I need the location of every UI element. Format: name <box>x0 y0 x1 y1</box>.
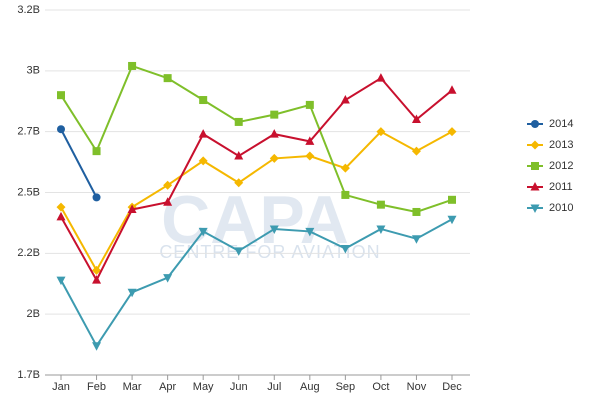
point <box>376 73 386 82</box>
legend-marker <box>530 182 540 191</box>
y-tick-label: 3B <box>27 65 40 77</box>
point <box>447 215 457 225</box>
point <box>341 190 350 199</box>
point <box>269 129 279 138</box>
point <box>57 125 65 134</box>
point <box>127 204 137 214</box>
x-tick-label: May <box>193 381 214 393</box>
point <box>163 180 173 190</box>
point <box>411 235 421 244</box>
point <box>163 274 173 283</box>
series-line <box>60 218 453 348</box>
point <box>411 146 421 156</box>
point <box>340 95 350 104</box>
point <box>56 211 66 221</box>
y-tick-label: 2.7B <box>17 126 40 138</box>
point <box>163 197 173 206</box>
point <box>92 147 101 156</box>
point <box>92 342 102 351</box>
x-tick-label: Mar <box>123 381 142 393</box>
point <box>199 96 208 105</box>
point <box>128 61 137 70</box>
watermark-sub: CENTRE FOR AVIATION <box>159 242 380 262</box>
point <box>376 127 386 137</box>
series-line <box>60 64 453 214</box>
legend-label: 2013 <box>549 139 573 151</box>
legend-label: 2014 <box>549 118 573 130</box>
y-tick-label: 2.2B <box>17 247 40 259</box>
x-tick-label: Sep <box>336 381 356 393</box>
y-tick-label: 3.2B <box>17 4 40 16</box>
point <box>92 265 102 275</box>
point <box>127 288 137 298</box>
point <box>234 178 244 188</box>
legend-marker <box>531 162 539 170</box>
point <box>340 244 350 254</box>
point <box>447 85 457 94</box>
y-tick-label: 2.5B <box>17 186 40 198</box>
point <box>269 153 279 163</box>
point <box>198 156 208 166</box>
point <box>92 193 101 202</box>
point <box>305 151 315 161</box>
legend-marker <box>530 204 540 213</box>
x-tick-label: Jun <box>230 381 248 393</box>
x-tick-label: Aug <box>300 381 320 393</box>
point <box>376 225 386 234</box>
legend-marker <box>530 140 540 150</box>
legend-label: 2011 <box>549 181 573 193</box>
point <box>270 110 279 119</box>
y-tick-label: 2B <box>27 308 40 320</box>
point <box>234 151 244 160</box>
point <box>234 247 244 256</box>
x-tick-label: Oct <box>372 381 389 393</box>
point <box>234 117 243 126</box>
point <box>411 114 421 123</box>
point <box>448 195 456 204</box>
x-tick-label: Feb <box>87 381 106 393</box>
point <box>305 136 315 145</box>
x-tick-label: Jul <box>267 381 281 393</box>
point <box>56 202 66 212</box>
x-tick-label: Nov <box>407 381 427 393</box>
series-line <box>60 128 98 198</box>
point <box>92 275 102 284</box>
x-tick-label: Apr <box>159 381 176 393</box>
x-tick-label: Jan <box>52 381 70 393</box>
legend-marker <box>531 120 539 128</box>
y-tick-label: 1.7B <box>17 369 40 381</box>
point <box>198 227 208 237</box>
point <box>57 91 65 100</box>
x-tick-label: Dec <box>442 381 462 393</box>
series-line <box>60 76 453 283</box>
point <box>269 225 279 234</box>
point <box>305 227 315 237</box>
point <box>412 207 421 216</box>
point <box>198 129 208 138</box>
legend-label: 2010 <box>549 202 573 214</box>
point <box>447 127 457 137</box>
point <box>305 100 314 109</box>
point <box>376 200 385 209</box>
point <box>340 163 350 173</box>
point <box>163 74 172 83</box>
point <box>56 276 66 286</box>
series-line <box>60 130 453 273</box>
legend-label: 2012 <box>549 160 573 172</box>
